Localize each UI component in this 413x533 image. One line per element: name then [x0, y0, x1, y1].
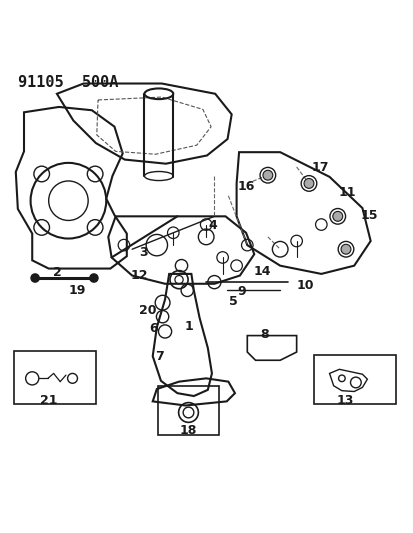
Text: 2: 2 — [52, 266, 61, 279]
Text: 11: 11 — [337, 186, 355, 199]
Text: 12: 12 — [130, 269, 147, 282]
Bar — [157, 386, 219, 435]
Text: 3: 3 — [139, 246, 147, 259]
Text: 16: 16 — [237, 180, 254, 193]
Text: 8: 8 — [260, 328, 268, 341]
Text: 91105  500A: 91105 500A — [18, 75, 118, 90]
Circle shape — [90, 274, 98, 282]
Bar — [14, 351, 96, 404]
Text: 7: 7 — [155, 351, 164, 364]
Text: 4: 4 — [208, 219, 217, 232]
Text: 6: 6 — [149, 322, 157, 335]
Circle shape — [340, 244, 350, 254]
Circle shape — [332, 212, 342, 221]
Text: 10: 10 — [296, 279, 314, 292]
Circle shape — [31, 274, 39, 282]
Text: 13: 13 — [335, 394, 353, 407]
Text: 17: 17 — [311, 161, 328, 174]
Text: 20: 20 — [138, 304, 156, 318]
Circle shape — [262, 170, 272, 180]
Bar — [313, 355, 395, 404]
Circle shape — [303, 179, 313, 188]
Text: 9: 9 — [237, 285, 246, 297]
Text: 21: 21 — [40, 394, 57, 407]
Text: 1: 1 — [184, 320, 192, 333]
Text: 5: 5 — [229, 295, 237, 308]
Text: 14: 14 — [253, 265, 271, 278]
Text: 19: 19 — [69, 284, 86, 297]
Text: 15: 15 — [360, 208, 377, 222]
Text: 18: 18 — [179, 424, 197, 438]
